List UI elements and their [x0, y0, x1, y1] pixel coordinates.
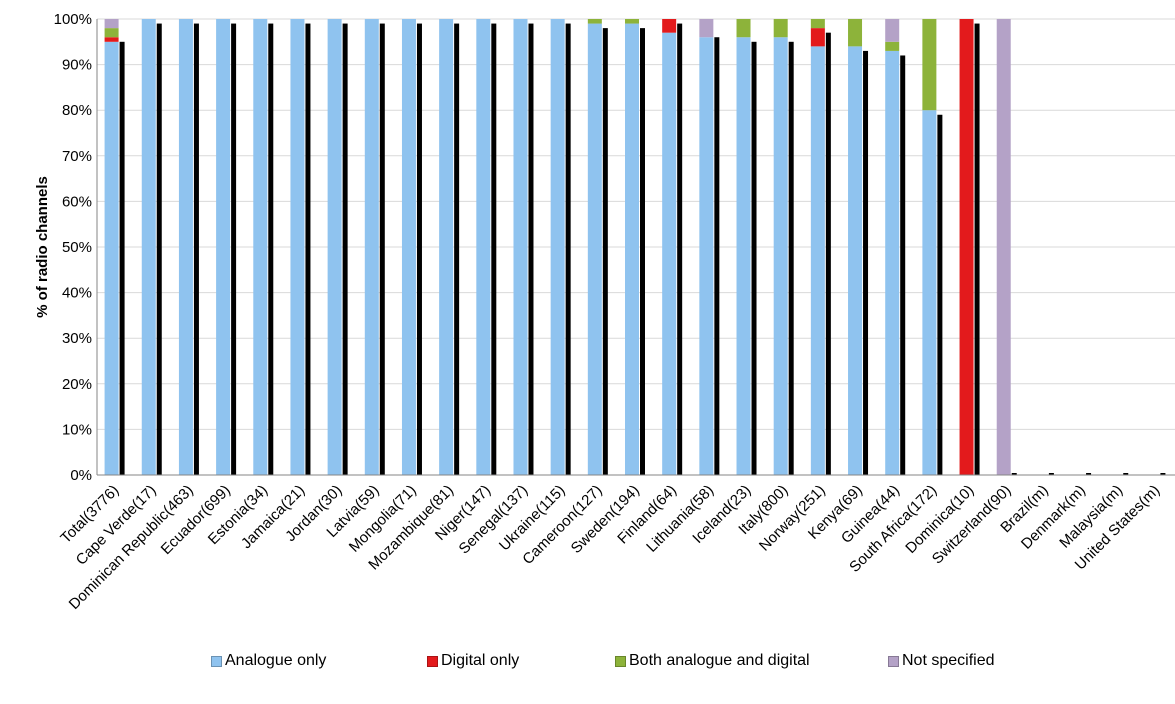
bar-segment: [104, 37, 119, 42]
bar-segment: [699, 19, 714, 38]
legend-label-both: Both analogue and digital: [629, 652, 810, 669]
bar-segment: [736, 37, 751, 476]
bar-secondary: [1123, 473, 1129, 475]
y-tick-label: 0%: [70, 467, 92, 484]
legend-label-analogue: Analogue only: [225, 652, 327, 669]
bar-segment: [290, 19, 305, 475]
bar-secondary: [1048, 473, 1054, 475]
bar-segment: [922, 110, 937, 475]
y-axis-title: % of radio channels: [34, 176, 51, 318]
bar-secondary: [416, 23, 422, 476]
bar-secondary: [119, 41, 125, 476]
y-tick-label: 20%: [62, 376, 92, 393]
legend-swatch-analogue: [211, 655, 222, 667]
y-tick-label: 10%: [62, 421, 92, 438]
legend-swatch-digital: [427, 655, 438, 667]
bar-segment: [587, 19, 602, 24]
bar-secondary: [565, 23, 571, 476]
bar-segment: [327, 19, 342, 475]
y-tick-label: 90%: [62, 57, 92, 74]
bar-secondary: [268, 23, 274, 476]
legend-label-not-specified: Not specified: [902, 652, 995, 669]
y-tick-label: 50%: [62, 239, 92, 256]
bar-secondary: [751, 41, 757, 476]
chart-plot: 0% 10% 20% 30% 40% 50% 60% 70% 80% 90% 100% % of ra…: [34, 11, 1175, 613]
bar-segment: [625, 23, 639, 476]
legend-item-not-specified: Not specified: [888, 652, 995, 670]
bar-secondary: [491, 23, 497, 476]
bar-segment: [104, 41, 119, 476]
bar-segment: [401, 19, 416, 475]
bar-segment: [885, 50, 900, 476]
bar-segment: [104, 28, 119, 38]
bar-segment: [810, 28, 825, 47]
bar-segment: [773, 37, 788, 476]
bar-secondary: [1160, 473, 1166, 475]
bar-secondary: [863, 50, 869, 476]
bar-segment: [625, 19, 639, 24]
bar-secondary: [825, 32, 831, 476]
bar-secondary: [156, 23, 162, 476]
bar-segment: [959, 19, 974, 475]
bar-segment: [885, 19, 900, 42]
bar-segment: [513, 19, 528, 475]
bar-segment: [141, 19, 156, 475]
bar-secondary: [677, 23, 683, 476]
legend-swatch-not-specified: [888, 655, 899, 667]
bar-secondary: [1086, 473, 1092, 475]
bar-segment: [216, 19, 231, 475]
legend-label-digital: Digital only: [441, 652, 520, 669]
bar-secondary: [342, 23, 348, 476]
bar-secondary: [900, 55, 906, 475]
bar-segment: [587, 23, 602, 476]
bar-segment: [476, 19, 491, 475]
bar-secondary: [974, 23, 980, 476]
bar-segment: [178, 19, 193, 475]
y-tick-label: 100%: [54, 11, 92, 28]
bar-segment: [848, 19, 863, 47]
bar-secondary: [379, 23, 385, 476]
y-tick-label: 40%: [62, 285, 92, 302]
bar-segment: [662, 19, 677, 33]
legend: Analogue only Digital only Both analogue…: [0, 652, 1175, 672]
bar-secondary: [788, 41, 794, 476]
bar-secondary: [528, 23, 534, 476]
legend-item-both: Both analogue and digital: [615, 652, 810, 670]
bar-segment: [848, 46, 863, 476]
bar-secondary: [714, 37, 720, 476]
bar-segment: [364, 19, 379, 475]
bar-segment: [885, 41, 900, 51]
bar-secondary: [602, 28, 608, 476]
bar-segment: [736, 19, 751, 38]
bar-segment: [662, 32, 677, 476]
bar-segment: [773, 19, 788, 38]
legend-swatch-both: [615, 655, 626, 667]
y-tick-label: 80%: [62, 102, 92, 119]
bar-segment: [810, 46, 825, 476]
legend-item-analogue: Analogue only: [211, 652, 326, 670]
y-tick-label: 70%: [62, 148, 92, 165]
legend-item-digital: Digital only: [427, 652, 519, 670]
bar-segment: [922, 19, 937, 111]
bar-segment: [439, 19, 454, 475]
bar-secondary: [231, 23, 237, 476]
bar-segment: [253, 19, 268, 475]
bar-secondary: [305, 23, 311, 476]
bar-segment: [104, 19, 119, 29]
bar-segment: [699, 37, 714, 476]
bar-secondary: [1011, 473, 1017, 475]
bar-segment: [810, 19, 825, 29]
bar-secondary: [640, 28, 645, 476]
bar-secondary: [937, 114, 943, 475]
bar-secondary: [193, 23, 199, 476]
y-tick-label: 30%: [62, 330, 92, 347]
bar-secondary: [454, 23, 460, 476]
bar-segment: [996, 19, 1011, 475]
bar-segment: [550, 19, 565, 475]
y-tick-label: 60%: [62, 193, 92, 210]
